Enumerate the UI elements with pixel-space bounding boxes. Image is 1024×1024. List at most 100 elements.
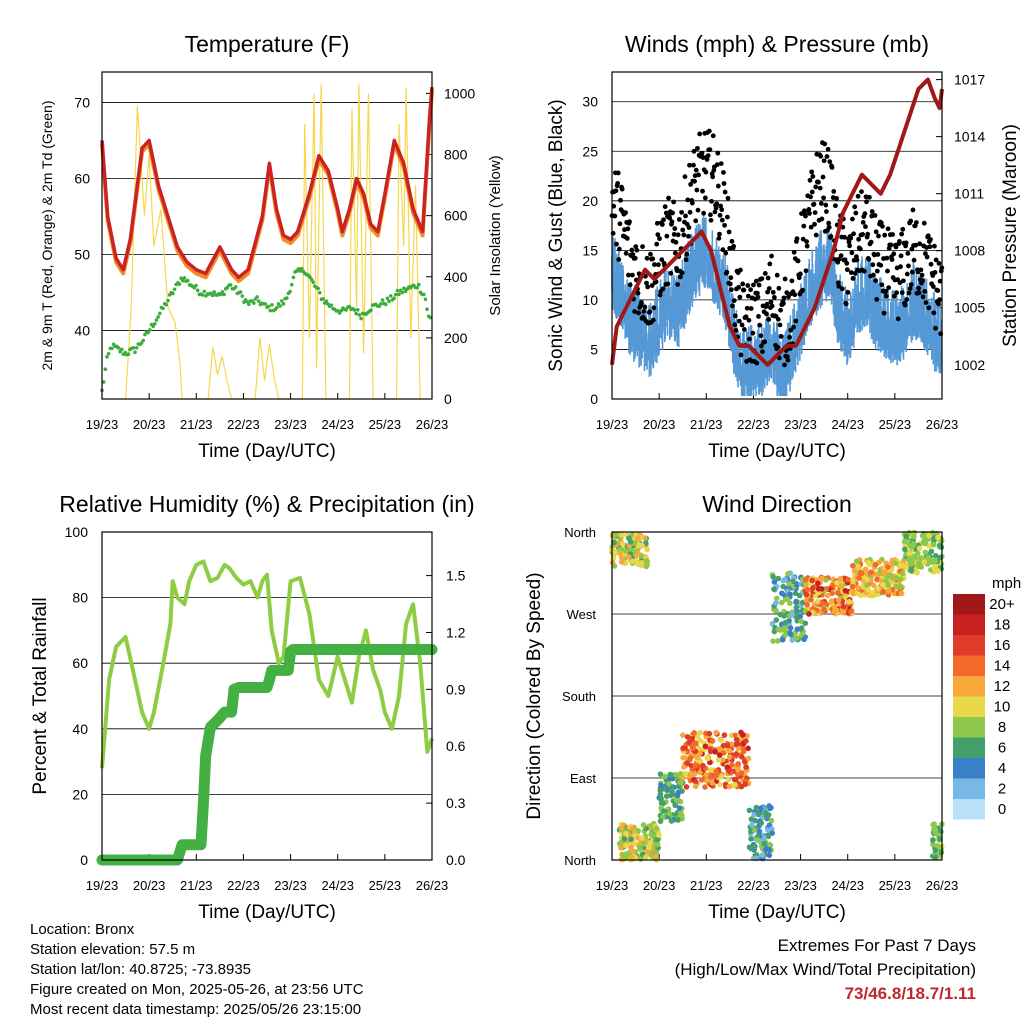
gust-point [665,281,671,287]
y2-tick-label: 600 [444,208,468,224]
legend-title: mph [992,575,1021,592]
direction-point [770,574,777,580]
dewpoint-point [256,299,261,303]
dewpoint-point [157,311,162,316]
gust-point [696,172,701,178]
gust-point [701,210,707,216]
direction-point [628,844,634,851]
direction-point [748,836,754,842]
gust-point [919,272,925,278]
gust-point [821,195,826,201]
gust-point [730,303,735,309]
direction-point [622,842,629,849]
dewpoint-point [212,290,216,294]
direction-point [838,583,845,590]
dewpoint-point [263,302,268,306]
gust-point [759,276,765,282]
gust-point [668,270,674,276]
y2-tick-label: 200 [444,330,468,346]
gust-point [627,219,632,225]
gust-point [630,252,636,257]
gust-point [791,249,797,255]
panel-temp: Temperature (F) Time (Day/UTC) 19/23 20/23 2… [39,31,504,462]
direction-point [928,548,935,555]
direction-point [872,561,879,568]
direction-point [689,745,696,752]
x-tick-label: 23/23 [784,878,817,893]
gust-point [737,294,743,300]
gust-point [870,272,876,278]
y2-tick-label: 1005 [954,300,985,316]
dewpoint-point [181,278,185,283]
direction-point [787,591,793,598]
gust-point [655,262,661,268]
x-tick-label: 21/23 [690,878,723,893]
direction-point [709,780,715,786]
gust-point [615,181,621,186]
gust-point [673,239,679,245]
gust-point [725,214,730,220]
gust-point [618,197,623,203]
y-tick-label: 60 [72,655,88,671]
dewpoint-point [344,308,349,312]
direction-point [771,579,778,585]
direction-point [743,738,749,744]
y-tick-label: 20 [582,193,598,209]
gust-point [715,183,721,189]
gust-point [933,325,938,331]
direction-point [643,563,650,570]
direction-point [925,554,932,561]
gust-point [794,236,800,242]
direction-point [635,550,642,557]
gust-point [691,148,697,154]
dewpoint-point [177,282,182,286]
direction-point [619,532,626,538]
gust-point [936,260,942,266]
dewpoint-point [139,341,144,345]
dewpoint-point [131,346,136,350]
direction-point [870,589,877,596]
extremes-subtitle: (High/Low/Max Wind/Total Precipitation) [674,960,976,979]
dewpoint-point [110,346,114,351]
dewpoint-point [393,292,398,297]
gust-point [720,247,726,253]
gust-point [718,161,724,167]
dewpoint-point [278,304,283,308]
gust-point [700,188,705,194]
gust-point [729,238,735,244]
direction-point [721,732,728,738]
series-rh [100,559,434,769]
direction-point [756,828,763,835]
x-tick-label: 26/23 [416,417,449,432]
direction-point [854,563,861,569]
dewpoint-point [385,296,390,301]
direction-point [625,554,632,560]
gust-point [709,198,714,204]
gust-point [689,200,695,206]
dewpoint-point [105,355,109,359]
direction-point [702,743,709,750]
direction-point [758,820,765,826]
gust-point [623,210,628,216]
direction-point [646,844,652,851]
y-tick-label: North [564,853,596,868]
gust-point [716,235,722,241]
legend-swatch [953,594,985,615]
direction-point [640,822,647,828]
direction-point [797,613,804,620]
x-tick-label: 20/23 [133,878,166,893]
direction-point [641,535,648,541]
direction-point [782,619,789,626]
legend-swatch [953,614,985,635]
direction-point [936,836,943,842]
gust-point [787,334,793,340]
y2-tick-label: 0 [444,391,452,407]
gust-point [645,284,651,290]
gust-point [719,207,725,213]
direction-point [622,548,629,554]
direction-point [885,588,892,594]
dewpoint-point [270,302,274,307]
direction-point [678,779,684,786]
direction-point [713,729,719,736]
direction-point [908,544,915,550]
